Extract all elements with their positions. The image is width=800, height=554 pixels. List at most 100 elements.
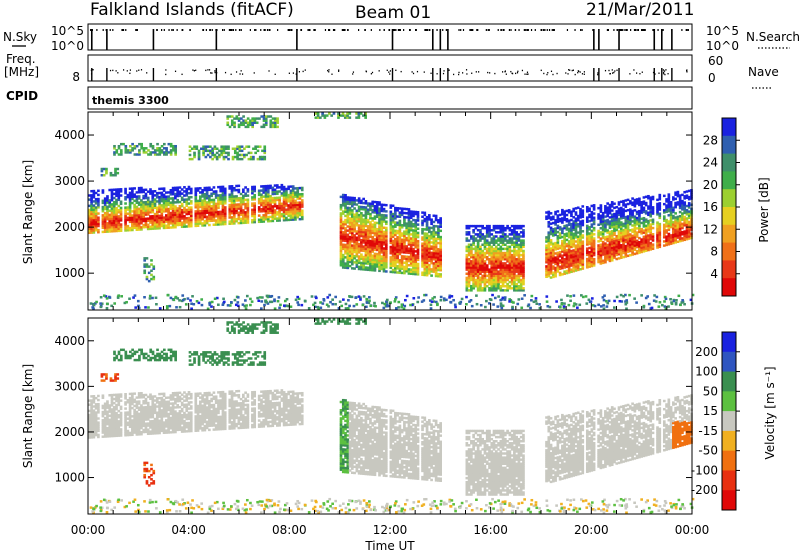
power-cell [579, 257, 582, 261]
power-cell [434, 218, 438, 222]
power-cell [407, 235, 411, 238]
power-cell [106, 211, 109, 215]
power-cell [690, 193, 693, 196]
power-cell [644, 212, 648, 215]
power-cell [162, 197, 166, 201]
power-cell [421, 273, 424, 277]
power-cell [515, 264, 518, 267]
power-cell [117, 225, 121, 228]
power-cell [412, 272, 415, 276]
power-cell [137, 209, 141, 213]
freq-dot [239, 73, 241, 75]
power-cell [499, 229, 503, 232]
power-cell [110, 190, 114, 194]
power-cell [504, 284, 507, 288]
power-cell [588, 238, 591, 241]
power-cell [153, 216, 157, 220]
power-cell [353, 217, 356, 221]
power-cell [384, 251, 388, 255]
power-cell [430, 218, 433, 221]
power-cell [110, 228, 114, 231]
power-cell [626, 244, 630, 247]
power-cell [590, 219, 594, 222]
power-cell [382, 234, 386, 238]
power-cell [570, 241, 573, 245]
power-cell [619, 217, 623, 220]
power-cell [300, 205, 304, 208]
power-cell [683, 190, 687, 194]
power-cell [585, 220, 589, 223]
freq-dot [572, 69, 575, 71]
power-cell [142, 225, 146, 229]
power-cell [658, 241, 662, 244]
power-cell [610, 203, 614, 206]
power-cell [638, 243, 641, 246]
power-cell [346, 262, 350, 266]
power-cell [470, 255, 473, 259]
power-cell [494, 226, 498, 230]
nsky-dot [205, 29, 207, 31]
power-cell [504, 278, 507, 282]
power-cell [681, 226, 684, 230]
power-cell [570, 224, 573, 228]
power-cell [228, 216, 232, 219]
power-cell [626, 254, 630, 258]
power-cell [599, 260, 603, 263]
power-cell [690, 209, 693, 213]
power-cell [151, 215, 155, 218]
power-cell [380, 244, 384, 248]
power-cell [414, 221, 418, 224]
power-cell [378, 215, 381, 219]
power-cell [683, 217, 687, 221]
power-cell [606, 256, 610, 259]
power-cell [504, 226, 507, 230]
power-cell [187, 196, 191, 199]
power-cell [366, 249, 370, 253]
power-cell [517, 258, 521, 261]
power-cell [606, 214, 610, 218]
power-cell [515, 239, 518, 242]
power-cell [601, 249, 605, 252]
power-cell [264, 211, 268, 215]
power-cell [617, 209, 621, 212]
power-cell [350, 254, 354, 258]
power-cell [176, 219, 179, 223]
power-cell [246, 204, 250, 208]
power-cell [205, 215, 209, 219]
power-cell [423, 228, 427, 231]
beam-label: Beam 01 [355, 3, 431, 23]
power-cell [492, 239, 496, 242]
power-cell [214, 192, 218, 195]
power-cell [597, 246, 600, 249]
power-cell [547, 214, 551, 218]
power-cell [373, 269, 377, 272]
freq-dot [524, 73, 526, 75]
power-cell [92, 193, 96, 197]
power-cell [483, 262, 487, 265]
power-cell [291, 205, 295, 209]
power-cell [239, 217, 243, 221]
power-cell [428, 241, 431, 244]
power-cell [669, 205, 673, 208]
power-cell [228, 185, 232, 188]
power-cell [124, 227, 127, 230]
power-cell [194, 222, 198, 226]
power-cell [479, 278, 482, 282]
power-cell [183, 217, 186, 220]
power-cell [144, 209, 148, 212]
power-cell [504, 253, 507, 257]
power-cell [176, 211, 179, 214]
power-cell [499, 247, 503, 251]
power-cell [467, 270, 471, 273]
power-cell [187, 206, 191, 209]
power-cell [369, 262, 372, 266]
power-cell [135, 191, 139, 194]
power-cell [389, 227, 393, 230]
power-cell [360, 228, 363, 232]
power-cell [547, 247, 551, 251]
power-cell [481, 262, 485, 265]
power-cell [382, 259, 386, 263]
power-cell [394, 215, 397, 218]
power-cell [398, 221, 402, 225]
power-cell [185, 216, 189, 220]
